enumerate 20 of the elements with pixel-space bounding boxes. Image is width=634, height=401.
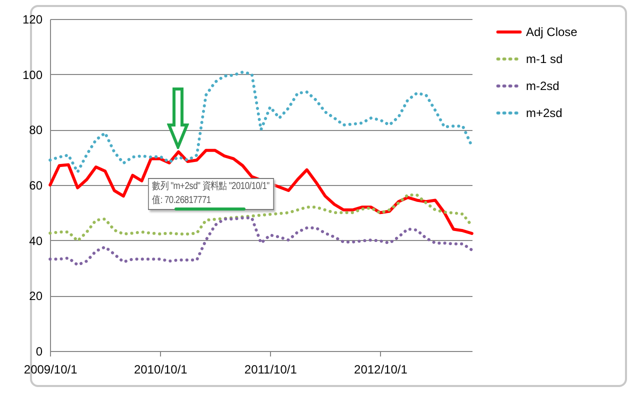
legend-label: m-1 sd	[526, 52, 563, 66]
legend-label: m+2sd	[526, 106, 562, 120]
line-series	[48, 70, 474, 174]
y-tick-label: 40	[29, 234, 43, 248]
y-tick-label: 60	[29, 178, 43, 192]
y-tick-label: 80	[29, 123, 43, 138]
legend-label: Adj Close	[526, 25, 578, 39]
x-tick-label: 2009/10/1	[24, 362, 78, 376]
x-tick-label: 2010/10/1	[134, 362, 188, 376]
y-tick-label: 0	[36, 344, 43, 358]
y-tick-label: 100	[22, 68, 43, 82]
line-series	[48, 216, 474, 266]
line-series	[48, 193, 474, 242]
line-series	[48, 148, 474, 235]
x-tick-label: 2011/10/1	[244, 362, 298, 376]
y-tick-label: 120	[22, 12, 43, 26]
x-tick-label: 2012/10/1	[354, 362, 408, 376]
legend-label: m-2sd	[526, 79, 560, 93]
annotation: 數列 "m+2sd" 資料點 "2010/10/1" 值: 70.26817771	[152, 180, 270, 208]
y-tick-label: 20	[29, 289, 43, 304]
